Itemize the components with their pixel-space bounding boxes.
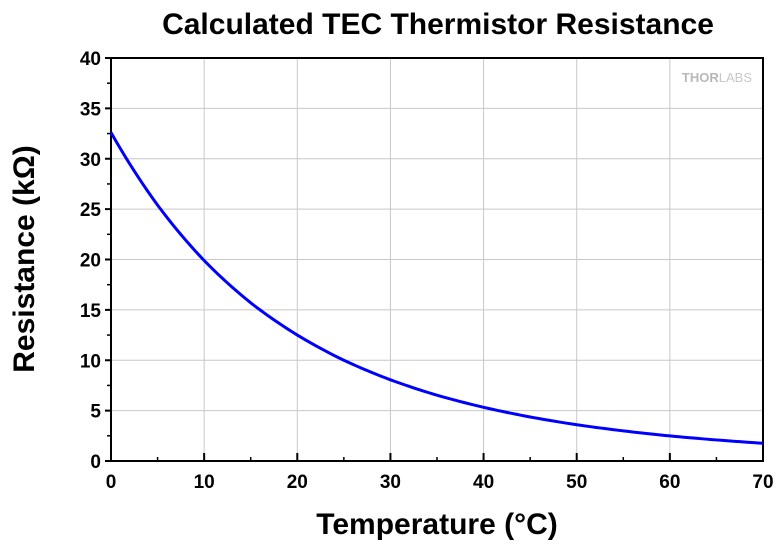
series-line: [109, 131, 764, 445]
y-tick-label: 25: [80, 200, 102, 221]
x-tick-label: 0: [106, 472, 117, 493]
y-tick-label: 40: [80, 49, 101, 70]
x-axis-label: Temperature (°C): [316, 508, 557, 541]
y-tick-label: 0: [90, 452, 101, 473]
x-tick-label: 10: [194, 472, 215, 493]
grid: [111, 58, 763, 461]
y-tick-label: 5: [90, 402, 101, 423]
y-tick-label: 10: [80, 351, 101, 372]
tick-labels: 0 10 20 30 40 50 60 70 0 5 10 15 20 25 30 35 40: [80, 49, 774, 493]
x-tick-label: 70: [752, 472, 773, 493]
y-axis-label: Resistance (kΩ): [8, 145, 41, 372]
x-tick-label: 20: [287, 472, 308, 493]
x-tick-label: 40: [473, 472, 494, 493]
x-tick-label: 50: [566, 472, 587, 493]
y-tick-label: 20: [80, 251, 101, 272]
y-tick-label: 35: [80, 99, 102, 120]
y-tick-label: 15: [80, 301, 102, 322]
x-tick-label: 60: [659, 472, 680, 493]
watermark-logo: THORLABS: [682, 70, 752, 85]
x-tick-label: 30: [380, 472, 401, 493]
y-tick-label: 30: [80, 150, 101, 171]
chart-title: Calculated TEC Thermistor Resistance: [162, 8, 714, 41]
axis-ticks: [105, 57, 764, 462]
